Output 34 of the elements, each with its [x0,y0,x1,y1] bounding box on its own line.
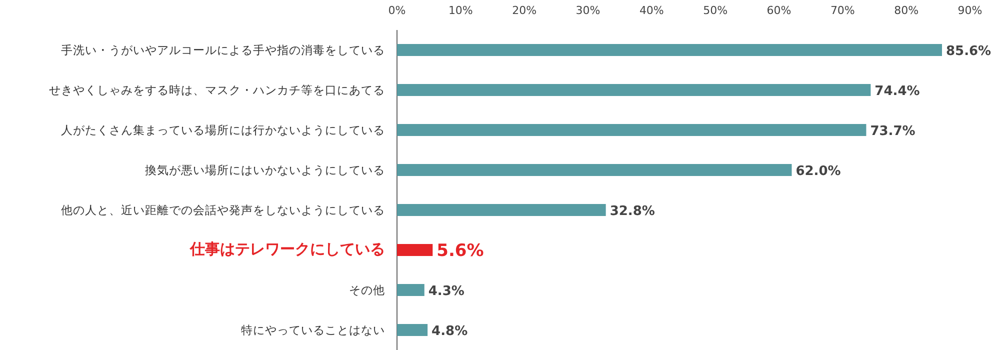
x-tick-label: 70% [830,4,855,17]
x-tick-label: 30% [576,4,600,17]
y-tick-label: 仕事はテレワークにしている [189,240,385,258]
x-tick-label: 0% [388,4,406,17]
x-tick-label: 20% [512,4,537,17]
bar [397,244,433,256]
data-label: 4.3% [428,284,464,299]
x-tick-label: 10% [448,4,473,17]
bar [397,204,606,216]
bar [397,284,424,296]
bar [397,84,871,96]
data-label: 32.8% [610,204,655,219]
y-tick-label: 人がたくさん集まっている場所には行かないようにしている [61,123,385,137]
y-tick-label: 換気が悪い場所にはいかないようにしている [145,163,385,177]
x-tick-label: 40% [639,4,664,17]
data-label: 4.8% [432,324,468,339]
y-tick-label: その他 [349,283,385,297]
bar [397,164,792,176]
bar [397,324,428,336]
y-tick-label: 特にやっていることはない [241,323,385,337]
x-tick-label: 80% [894,4,919,17]
data-label: 85.6% [946,44,992,59]
y-tick-label: せきやくしゃみをする時は、マスク・ハンカチ等を口にあてる [49,83,385,97]
data-label: 5.6% [436,241,484,261]
data-label: 73.7% [870,124,916,139]
x-tick-label: 50% [703,4,728,17]
x-tick-label: 90% [958,4,982,17]
data-label: 74.4% [874,84,920,99]
x-tick-label: 60% [766,4,792,17]
y-tick-label: 手洗い・うがいやアルコールによる手や指の消毒をしている [61,43,385,57]
bar [397,124,866,136]
data-label: 62.0% [796,164,841,179]
y-tick-label: 他の人と、近い距離での会話や発声をしないようにしている [61,203,385,217]
bar [397,44,942,56]
